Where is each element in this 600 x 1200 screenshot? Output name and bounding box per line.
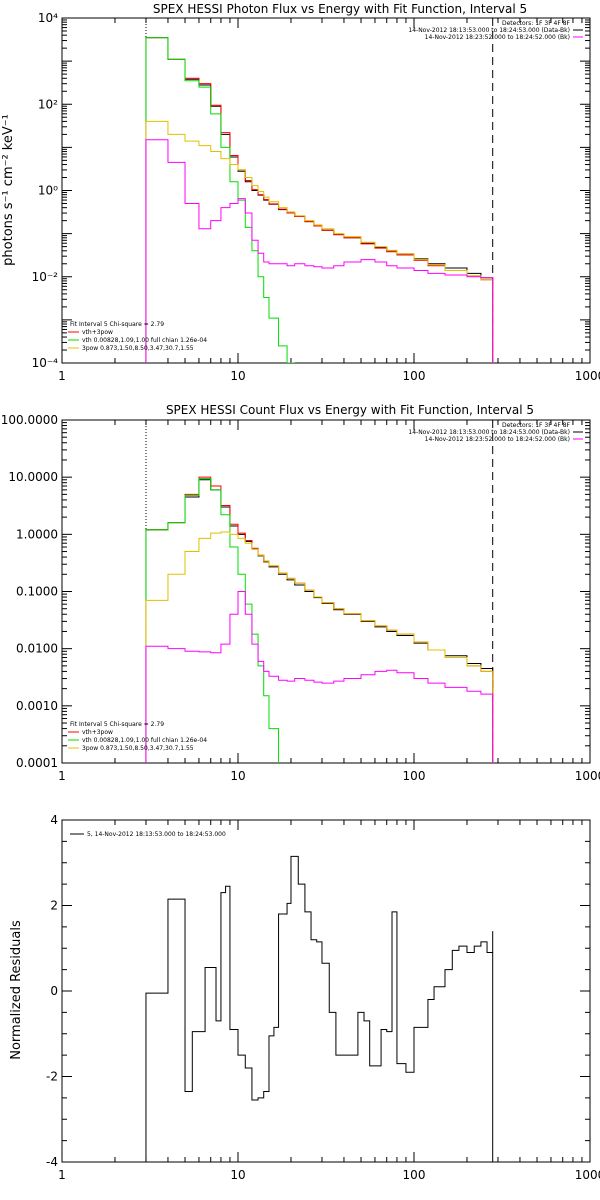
legend-bottom-left-entry: vth 0.00828,1.09,1.00 full chian 1.26e-0… <box>82 737 207 744</box>
series-group <box>145 476 494 763</box>
legend-bottom-left-entry: Fit Interval 5 Chi-square = 2.79 <box>70 721 164 728</box>
series-line-3 <box>145 120 494 363</box>
y-tick-label: 10⁰ <box>38 184 58 198</box>
series-line-0 <box>145 479 494 763</box>
plot-frame <box>61 819 591 1163</box>
legend-bottom-left-entry: 3pow 0.873,1.50,8.50,3.47,30.7,1.55 <box>82 345 194 352</box>
y-tick-label: 0.0010 <box>16 699 58 713</box>
x-tick-label: 1 <box>58 769 66 783</box>
y-tick-label: -2 <box>46 1070 58 1084</box>
y-tick-label: 0.0100 <box>16 642 58 656</box>
legend-bottom-left-entry: 3pow 0.873,1.50,8.50,3.47,30.7,1.55 <box>82 745 194 752</box>
legend-bottom-left-entry: vth+3pow <box>82 329 113 336</box>
residuals-plot: 1 10 100 1000 -4 -2 0 2 4 5, 14-Nov-2012 18:13:53… <box>46 813 600 1182</box>
y-tick-label: 0 <box>50 984 58 998</box>
photon-flux-y-label: photons s⁻¹ cm⁻² keV⁻¹ <box>1 114 16 266</box>
legend-bottom-left-entry: vth 0.00828,1.09,1.00 full chian 1.26e-0… <box>82 337 207 344</box>
y-tick-label: 2 <box>50 899 58 913</box>
plot-frame <box>61 17 591 364</box>
x-tick-label: 10 <box>230 769 245 783</box>
y-tick-label: -4 <box>46 1155 58 1169</box>
legend-top-right-entry: 14-Nov-2012 18:13:53.000 to 18:24:53.000… <box>408 27 570 34</box>
y-tick-label: 4 <box>50 813 58 827</box>
x-tick-label: 10 <box>230 369 245 383</box>
series-line-0 <box>145 37 494 363</box>
series-line-1 <box>145 37 494 363</box>
series-line-2 <box>145 37 295 363</box>
x-tick-label: 1000 <box>575 1168 600 1182</box>
x-tick-label: 100 <box>403 1168 426 1182</box>
series-line-4 <box>145 591 494 763</box>
plot-frame <box>61 419 591 764</box>
x-tick-label: 100 <box>403 769 426 783</box>
y-tick-label: 10⁴ <box>38 11 58 25</box>
count-flux-plot: 1 10 100 1000 0.0001 0.0010 0.0100 0.1000 1.0000… <box>1 413 600 783</box>
x-tick-label: 1 <box>58 369 66 383</box>
x-tick-label: 1000 <box>575 369 600 383</box>
residuals-y-label: Normalized Residuals <box>9 920 24 1060</box>
legend-top-right-entry: 14-Nov-2012 18:23:52.000 to 18:24:52.000… <box>425 436 570 443</box>
x-tick-label: 1 <box>58 1168 66 1182</box>
x-tick-label: 100 <box>403 369 426 383</box>
legend-bottom-left-entry: vth+3pow <box>82 729 113 736</box>
photon-flux-title: SPEX HESSI Photon Flux vs Energy with Fi… <box>153 2 527 16</box>
series-line-1 <box>145 476 494 763</box>
residuals-panel: 1 10 100 1000 -4 -2 0 2 4 5, 14-Nov-2012 18:13:53… <box>9 813 600 1182</box>
y-tick-label: 10.0000 <box>8 470 58 484</box>
y-tick-label: 10⁻⁴ <box>32 356 59 370</box>
legend-bottom-left-entry: Fit Interval 5 Chi-square = 2.79 <box>70 321 164 328</box>
legend-top-right-entry: Detectors: 1F 3F 4F 8F <box>502 20 571 27</box>
y-tick-label: 100.0000 <box>1 413 58 427</box>
series-line-4 <box>145 139 494 363</box>
photon-flux-plot: 1 10 100 1000 10⁻⁴ 10⁻² 10⁰ 10² 10⁴ Detectors: 1F… <box>32 11 600 383</box>
series-line-3 <box>145 531 494 763</box>
x-tick-label: 1000 <box>575 769 600 783</box>
legend-entry: 5, 14-Nov-2012 18:13:53.000 to 18:24:53.… <box>87 831 226 838</box>
count-flux-title: SPEX HESSI Count Flux vs Energy with Fit… <box>166 403 534 417</box>
y-tick-label: 1.0000 <box>16 527 58 541</box>
y-tick-label: 10⁻² <box>32 270 59 284</box>
legend-top-right-entry: Detectors: 1F 3F 4F 8F <box>502 422 571 429</box>
series-line-2 <box>145 477 280 763</box>
legend-top-right-entry: 14-Nov-2012 18:13:53.000 to 18:24:53.000… <box>408 429 570 436</box>
y-tick-label: 10² <box>38 97 58 111</box>
count-flux-panel: SPEX HESSI Count Flux vs Energy with Fit… <box>1 403 600 783</box>
y-tick-label: 0.0001 <box>16 756 58 770</box>
photon-flux-panel: SPEX HESSI Photon Flux vs Energy with Fi… <box>1 2 600 383</box>
y-tick-label: 0.1000 <box>16 585 58 599</box>
series-group <box>145 37 494 363</box>
series-group <box>145 855 494 1162</box>
legend-top-right-entry: 14-Nov-2012 18:23:52.000 to 18:24:52.000… <box>425 34 570 41</box>
x-tick-label: 10 <box>230 1168 245 1182</box>
series-line-0 <box>145 855 494 1162</box>
